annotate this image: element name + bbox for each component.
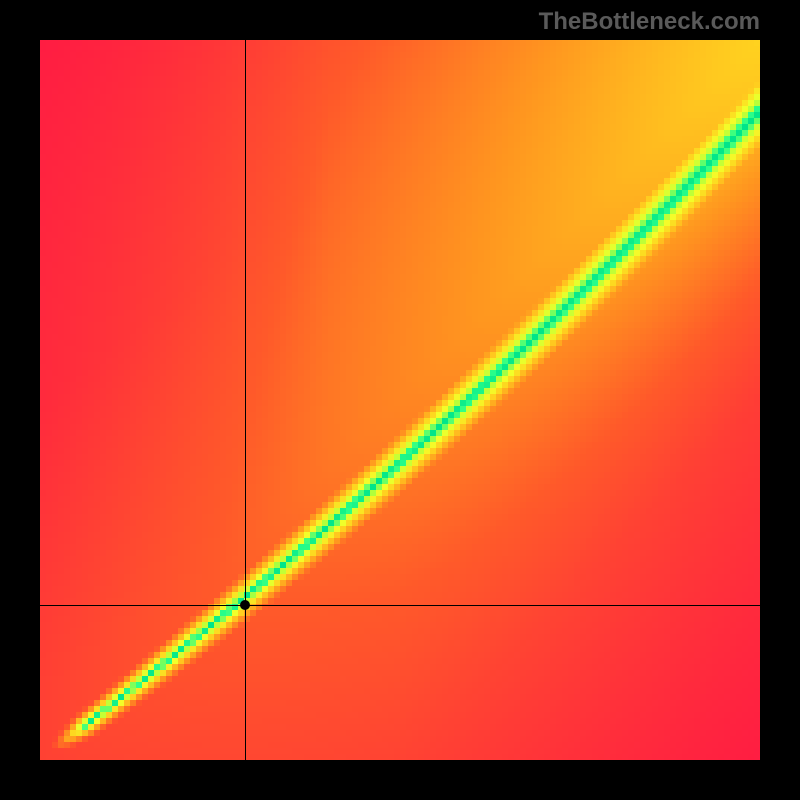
- watermark-text: TheBottleneck.com: [539, 8, 760, 36]
- crosshair-vertical: [245, 40, 246, 760]
- crosshair-marker: [240, 600, 250, 610]
- heatmap-canvas: [40, 40, 760, 760]
- crosshair-horizontal: [40, 605, 760, 606]
